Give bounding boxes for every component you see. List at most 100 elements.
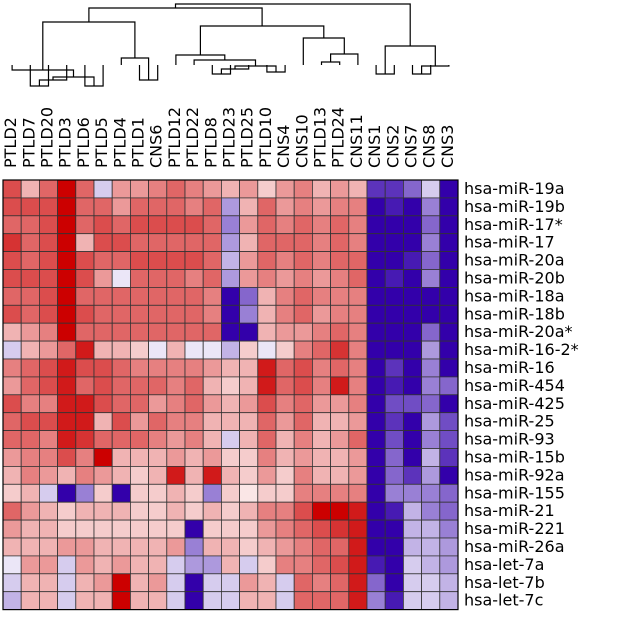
heatmap-cell	[311, 304, 331, 324]
heatmap-cell	[75, 340, 95, 360]
heatmap-cell	[275, 394, 295, 414]
heatmap-cell	[293, 591, 313, 611]
heatmap-cell	[348, 394, 368, 414]
heatmap-cell	[257, 537, 277, 557]
heatmap-cell	[220, 591, 240, 611]
heatmap-cell	[402, 340, 422, 360]
heatmap-cell	[439, 412, 459, 432]
heatmap-cell	[129, 322, 149, 342]
row-label: hsa-miR-25	[464, 412, 555, 431]
column-labels: PTLD2 PTLD7 PTLD20 PTLD3 PTLD6 PTLD5 PTLD4 PTLD…	[1, 107, 457, 168]
heatmap-cell	[129, 448, 149, 467]
heatmap-cell	[348, 448, 368, 467]
row-label: hsa-miR-92a	[464, 465, 565, 484]
heatmap-cell	[421, 465, 441, 485]
row-labels: hsa-miR-19ahsa-miR-19bhsa-miR-17*hsa-miR…	[464, 179, 579, 610]
heatmap-cell	[220, 412, 240, 432]
heatmap-cell	[202, 537, 222, 557]
heatmap-cell	[20, 555, 40, 575]
heatmap-cell	[402, 465, 422, 485]
heatmap-cell	[311, 197, 331, 217]
heatmap-cell	[311, 555, 331, 575]
heatmap-cell	[166, 286, 186, 306]
heatmap-cell	[384, 233, 404, 252]
heatmap-cell	[184, 448, 204, 467]
heatmap-cell	[330, 591, 350, 611]
heatmap-cell	[421, 233, 441, 252]
heatmap-cell	[39, 286, 59, 306]
heatmap-cell	[220, 269, 240, 288]
heatmap-cell	[311, 501, 331, 521]
heatmap-cell	[184, 376, 204, 396]
heatmap-cell	[129, 501, 149, 521]
heatmap-cell	[402, 269, 422, 288]
heatmap-cell	[111, 448, 131, 467]
heatmap-cell	[402, 251, 422, 270]
heatmap-cell	[366, 358, 386, 378]
heatmap-cell	[111, 358, 131, 378]
heatmap-cell	[93, 340, 113, 360]
heatmap-cell	[330, 394, 350, 414]
heatmap-cell	[311, 340, 331, 360]
heatmap-cell	[184, 591, 204, 611]
heatmap-cell	[239, 430, 259, 449]
heatmap-cell	[384, 376, 404, 396]
heatmap-cell	[166, 394, 186, 414]
heatmap-cell	[202, 251, 222, 270]
heatmap-cell	[20, 197, 40, 217]
heatmap-cell	[275, 179, 295, 199]
heatmap-cell	[39, 233, 59, 252]
heatmap-cell	[148, 573, 168, 593]
heatmap-cell	[148, 179, 168, 199]
heatmap-cell	[275, 376, 295, 396]
heatmap-cell	[311, 483, 331, 503]
heatmap-cell	[75, 519, 95, 539]
heatmap-cell	[129, 412, 149, 432]
heatmap-cell	[111, 519, 131, 539]
heatmap-cell	[330, 269, 350, 288]
heatmap-cell	[257, 179, 277, 199]
heatmap-cell	[75, 448, 95, 467]
row-label: hsa-let-7a	[464, 555, 544, 574]
heatmap-cell	[348, 430, 368, 449]
heatmap-cell	[311, 394, 331, 414]
heatmap-cell	[239, 340, 259, 360]
heatmap-cell	[184, 304, 204, 324]
heatmap-cell	[129, 465, 149, 485]
heatmap-cell	[348, 555, 368, 575]
heatmap-cell	[220, 286, 240, 306]
heatmap-cell	[111, 179, 131, 199]
heatmap-cell	[75, 412, 95, 432]
heatmap-cell	[220, 197, 240, 217]
heatmap-cell	[93, 501, 113, 521]
heatmap-cell	[275, 251, 295, 270]
heatmap-cell	[275, 233, 295, 252]
row-label: hsa-miR-20b	[464, 268, 565, 287]
heatmap-cell	[293, 483, 313, 503]
heatmap-cell	[166, 197, 186, 217]
heatmap-cell	[439, 430, 459, 449]
heatmap-cell	[166, 519, 186, 539]
dendrogram-branch	[120, 57, 150, 80]
row-label: hsa-miR-17*	[464, 215, 563, 234]
heatmap-cell	[75, 591, 95, 611]
heatmap-cell	[311, 376, 331, 396]
heatmap-cell	[239, 591, 259, 611]
heatmap-cell	[57, 197, 77, 217]
heatmap-cell	[275, 591, 295, 611]
heatmap-cell	[366, 322, 386, 342]
heatmap-cell	[111, 197, 131, 217]
heatmap-cell	[111, 304, 131, 324]
heatmap-cell	[166, 304, 186, 324]
heatmap-cell	[275, 465, 295, 485]
heatmap-cell	[2, 519, 22, 539]
heatmap-cell	[202, 448, 222, 467]
heatmap-cell	[311, 215, 331, 235]
heatmap-cell	[421, 286, 441, 306]
heatmap-cell	[384, 465, 404, 485]
heatmap-cell	[293, 286, 313, 306]
heatmap-cell	[202, 340, 222, 360]
column-label: CNS3	[438, 125, 457, 168]
heatmap-cell	[111, 340, 131, 360]
heatmap-cell	[402, 179, 422, 199]
